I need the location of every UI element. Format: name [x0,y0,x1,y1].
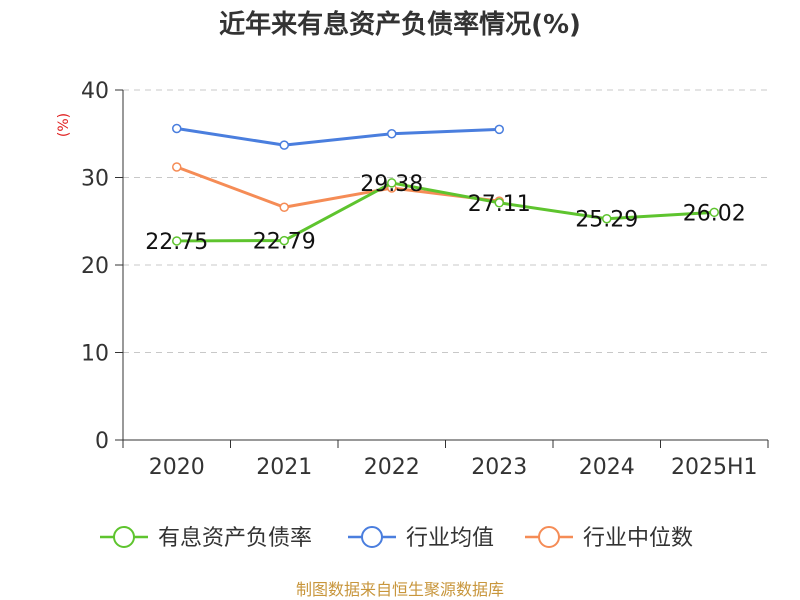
legend-item-1: 行业均值 [348,526,494,551]
y-tick-label-30: 30 [81,167,109,192]
series-line-1 [176,127,500,147]
y-tick-label-20: 20 [81,254,109,279]
legend-item-2: 行业中位数 [525,526,693,551]
x-tick-label-2022: 2022 [364,455,420,480]
x-tick-label-2024: 2024 [579,455,635,480]
x-tick-label-2025H1: 2025H1 [671,455,758,480]
series-0-point-5 [709,207,719,218]
series-line-0 [176,181,715,243]
y-tick-label-0: 0 [95,429,109,454]
data-label-5: 26.02 [683,201,746,226]
data-labels: 22.75 22.79 29.38 27.11 25.29 26.02 [145,172,745,255]
grid-lines [123,89,768,353]
legend-label-1: 行业均值 [406,526,494,551]
chart-title: 近年来有息资产负债率情况(%) [219,9,581,40]
series-1-point-1 [279,140,289,150]
series-1-point-2 [387,129,397,139]
series-2-point-0 [172,162,182,172]
series-0-point-1 [279,235,289,246]
data-label-3: 27.11 [468,192,531,217]
x-tick-label-2021: 2021 [256,455,312,480]
y-tick-label-40: 40 [81,79,109,104]
data-label-4: 25.29 [575,208,638,233]
legend-marker-1 [361,526,383,548]
x-tick-label-2023: 2023 [471,455,527,480]
series-1 [172,123,504,150]
legend: 有息资产负债率 行业均值 行业中位数 [100,526,693,551]
legend-item-0: 有息资产负债率 [100,526,312,551]
y-axis-label: (%) [56,113,72,137]
series-lines [172,123,719,246]
x-tick-label-2020: 2020 [149,455,205,480]
source-note: 制图数据来自恒生聚源数据库 [296,580,504,599]
series-2-point-1 [279,202,289,212]
legend-label-0: 有息资产负债率 [158,526,312,551]
series-1-point-3 [494,124,504,135]
series-line-2 [176,165,500,209]
series-0-point-3 [494,198,504,208]
series-0-point-2 [387,178,397,188]
data-label-2: 29.38 [360,172,423,197]
axes: 0 10 20 30 40 2020 2021 2022 2023 2024 2025H1 [81,79,769,480]
legend-marker-2 [538,526,560,548]
y-tick-label-10: 10 [81,342,109,367]
series-2 [172,162,504,212]
data-label-0: 22.75 [145,230,208,255]
legend-marker-0 [113,526,135,548]
series-1-point-0 [172,123,182,134]
series-0-point-4 [602,213,612,224]
series-0 [172,178,719,246]
series-0-point-0 [172,236,182,246]
legend-label-2: 行业中位数 [583,526,693,551]
data-label-1: 22.79 [253,230,316,255]
